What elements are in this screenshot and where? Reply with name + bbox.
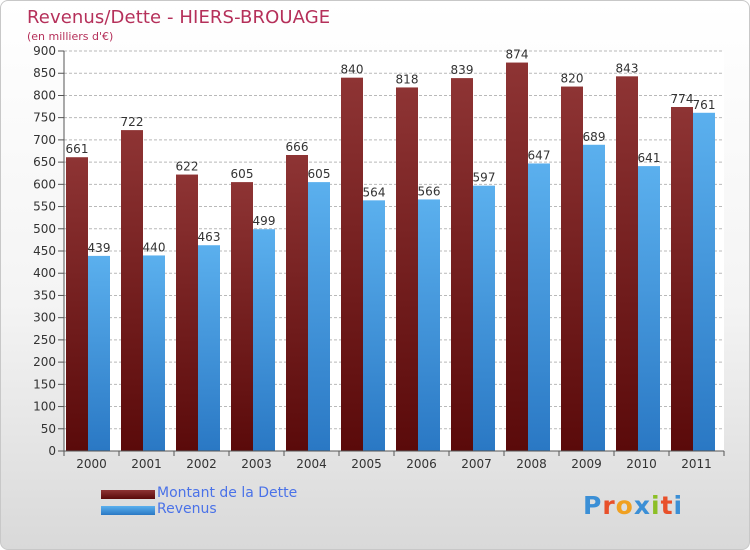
y-tick-label-750: 750 <box>33 111 56 125</box>
bar-revenus-2010 <box>638 166 660 451</box>
x-tick-label-2009: 2009 <box>571 457 602 471</box>
x-tick-label-2000: 2000 <box>76 457 107 471</box>
logo-letter: t <box>660 491 674 520</box>
x-tick-label-2011: 2011 <box>681 457 712 471</box>
x-tick-label-2001: 2001 <box>131 457 162 471</box>
data-label-revenus-2004: 605 <box>308 167 331 181</box>
legend-label-dette: Montant de la Dette <box>157 485 298 501</box>
logo-letter: P <box>583 491 603 520</box>
bar-revenus-2008 <box>528 163 550 451</box>
y-tick-label-800: 800 <box>33 88 56 102</box>
bar-dette-2010 <box>616 76 638 451</box>
y-tick-label-100: 100 <box>33 400 56 414</box>
y-tick-label-0: 0 <box>48 444 56 458</box>
y-tick-label-350: 350 <box>33 288 56 302</box>
data-label-revenus-2005: 564 <box>363 185 386 199</box>
data-label-dette-2004: 666 <box>286 140 309 154</box>
data-label-dette-2007: 839 <box>451 63 474 77</box>
data-label-revenus-2000: 439 <box>88 241 111 255</box>
legend-label-revenus: Revenus <box>157 501 217 517</box>
bar-revenus-2001 <box>143 255 165 451</box>
bar-dette-2009 <box>561 86 583 452</box>
bar-revenus-2006 <box>418 199 440 451</box>
data-label-revenus-2006: 566 <box>418 184 441 198</box>
y-tick-label-850: 850 <box>33 66 56 80</box>
bar-dette-2003 <box>231 182 253 451</box>
chart-title: Revenus/Dette - HIERS-BROUAGE <box>27 7 331 28</box>
x-tick-label-2010: 2010 <box>626 457 657 471</box>
x-tick-label-2002: 2002 <box>186 457 217 471</box>
logo-letter: r <box>602 491 616 520</box>
data-label-dette-2002: 622 <box>176 160 199 174</box>
data-label-dette-2005: 840 <box>341 63 364 77</box>
data-label-dette-2010: 843 <box>616 61 639 75</box>
bar-revenus-2002 <box>198 245 220 451</box>
y-tick-label-150: 150 <box>33 377 56 391</box>
data-label-revenus-2008: 647 <box>528 148 551 162</box>
bar-revenus-2004 <box>308 182 330 451</box>
bar-dette-2007 <box>451 78 473 451</box>
legend-swatch-revenus <box>101 506 155 515</box>
data-label-dette-2000: 661 <box>66 142 89 156</box>
x-tick-label-2003: 2003 <box>241 457 272 471</box>
y-tick-label-250: 250 <box>33 333 56 347</box>
x-tick-label-2008: 2008 <box>516 457 547 471</box>
y-tick-label-600: 600 <box>33 177 56 191</box>
bar-dette-2001 <box>121 130 143 451</box>
logo-letter: x <box>633 491 651 520</box>
y-tick-label-550: 550 <box>33 200 56 214</box>
bar-dette-2004 <box>286 155 308 451</box>
y-tick-label-500: 500 <box>33 222 56 236</box>
y-tick-label-650: 650 <box>33 155 56 169</box>
data-label-dette-2006: 818 <box>396 72 419 86</box>
bar-revenus-2009 <box>583 144 605 451</box>
data-label-revenus-2001: 440 <box>143 240 166 254</box>
bar-dette-2006 <box>396 87 418 451</box>
bar-dette-2008 <box>506 62 528 452</box>
bar-revenus-2007 <box>473 185 495 451</box>
y-tick-label-450: 450 <box>33 244 56 258</box>
x-tick-label-2004: 2004 <box>296 457 327 471</box>
y-tick-label-300: 300 <box>33 311 56 325</box>
y-tick-label-50: 50 <box>41 422 56 436</box>
bar-revenus-2000 <box>88 255 110 451</box>
logo-letter: i <box>651 491 661 520</box>
data-label-dette-2009: 820 <box>561 72 584 86</box>
y-tick-label-200: 200 <box>33 355 56 369</box>
logo-letter: i <box>673 491 684 520</box>
x-tick-label-2006: 2006 <box>406 457 437 471</box>
y-tick-label-400: 400 <box>33 266 56 280</box>
bar-revenus-2011 <box>693 112 715 452</box>
x-tick-label-2005: 2005 <box>351 457 382 471</box>
data-label-revenus-2003: 499 <box>253 214 276 228</box>
bar-dette-2005 <box>341 77 363 452</box>
proxiti-logo: Proxiti <box>583 491 683 520</box>
data-label-dette-2011: 774 <box>671 92 694 106</box>
data-label-dette-2003: 605 <box>231 167 254 181</box>
logo-letter: o <box>615 491 634 520</box>
bar-revenus-2005 <box>363 200 385 451</box>
legend-swatch-dette <box>101 490 155 499</box>
data-label-revenus-2011: 761 <box>693 98 716 112</box>
bar-dette-2002 <box>176 174 198 452</box>
data-label-revenus-2007: 597 <box>473 171 496 185</box>
data-label-revenus-2010: 641 <box>638 151 661 165</box>
data-label-dette-2008: 874 <box>506 48 529 62</box>
y-tick-label-700: 700 <box>33 133 56 147</box>
chart-subtitle: (en milliers d'€) <box>27 30 114 43</box>
y-tick-label-900: 900 <box>33 44 56 58</box>
bar-revenus-2003 <box>253 229 275 451</box>
bar-dette-2011 <box>671 107 693 451</box>
data-label-revenus-2002: 463 <box>198 230 221 244</box>
data-label-revenus-2009: 689 <box>583 130 606 144</box>
data-label-dette-2001: 722 <box>121 115 144 129</box>
x-tick-label-2007: 2007 <box>461 457 492 471</box>
bar-dette-2000 <box>66 157 88 451</box>
